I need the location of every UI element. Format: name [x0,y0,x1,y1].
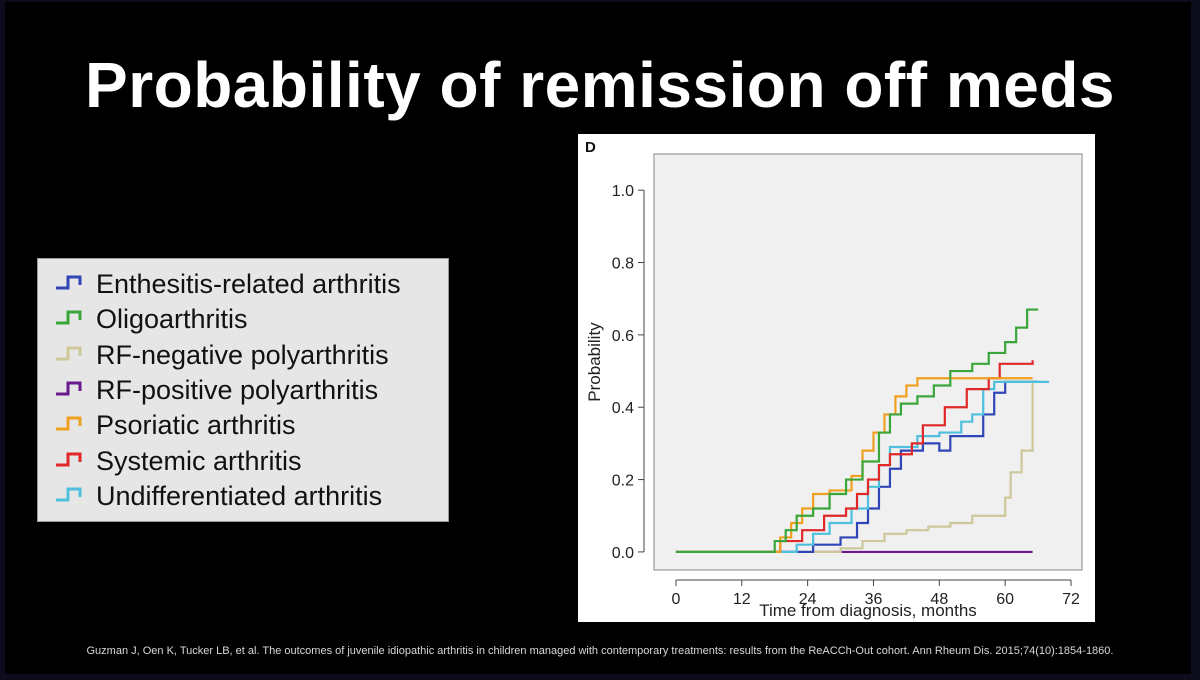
x-tick-label: 24 [799,591,817,608]
x-tick-label: 72 [1062,591,1080,608]
y-tick-label: 0.8 [612,256,634,273]
series-line [675,360,1034,554]
legend-label: RF-positive polyarthritis [96,374,379,405]
series-line [675,308,1039,554]
legend-item: RF-positive polyarthritis [48,373,443,407]
panel-label: D [585,139,596,156]
citation: Guzman J, Oen K, Tucker LB, et al. The o… [86,645,1114,657]
legend-label: Enthesitis-related arthritis [96,268,401,299]
legend-swatch-icon [56,452,82,467]
x-tick-label: 0 [671,591,680,608]
chart-svg: D 0.0 0.2 0.4 0.6 0.8 1.0 0 12 24 36 48 60 72 Time f… [585,139,1083,620]
y-tick-label: 0.4 [612,400,634,417]
legend-label: Oligoarthritis [96,303,248,334]
legend-label: Undifferentiated arthritis [96,480,383,511]
legend-item: Oligoarthritis [48,302,443,336]
legend-item: Psoriatic arthritis [48,408,443,442]
legend: Enthesitis-related arthritis Oligoarthri… [37,258,449,522]
legend-item: Systemic arthritis [48,444,443,478]
legend-item: RF-negative polyarthritis [48,338,443,372]
legend-swatch-icon [56,381,82,396]
slide-title: Probability of remission off meds [85,49,1115,121]
legend-swatch-icon [56,310,82,325]
legend-item: Enthesitis-related arthritis [48,267,443,301]
series-layer [675,308,1050,554]
x-tick-label: 60 [996,591,1014,608]
x-axis-label: Time from diagnosis, months [759,601,977,620]
series-line [675,380,1044,554]
x-tick-label: 12 [733,591,751,608]
y-axis-label: Probability [585,322,604,402]
legend-swatch-icon [56,346,82,361]
chart-figure: D 0.0 0.2 0.4 0.6 0.8 1.0 0 12 24 36 48 60 72 Time f… [578,134,1095,622]
legend-label: Systemic arthritis [96,445,302,476]
series-line [675,380,1039,554]
legend-label: RF-negative polyarthritis [96,339,389,370]
y-tick-label: 1.0 [612,183,634,200]
x-tick-label: 48 [930,591,948,608]
legend-item: Undifferentiated arthritis [48,479,443,513]
y-tick-label: 0.0 [612,545,634,562]
legend-label: Psoriatic arthritis [96,409,296,440]
y-tick-label: 0.2 [612,473,634,490]
legend-swatch-icon [56,275,82,290]
legend-swatch-icon [56,416,82,431]
y-tick-label: 0.6 [612,328,634,345]
x-tick-label: 36 [865,591,883,608]
axes-layer: 0.0 0.2 0.4 0.6 0.8 1.0 0 12 24 36 48 60 72 [612,183,1080,608]
legend-swatch-icon [56,487,82,502]
